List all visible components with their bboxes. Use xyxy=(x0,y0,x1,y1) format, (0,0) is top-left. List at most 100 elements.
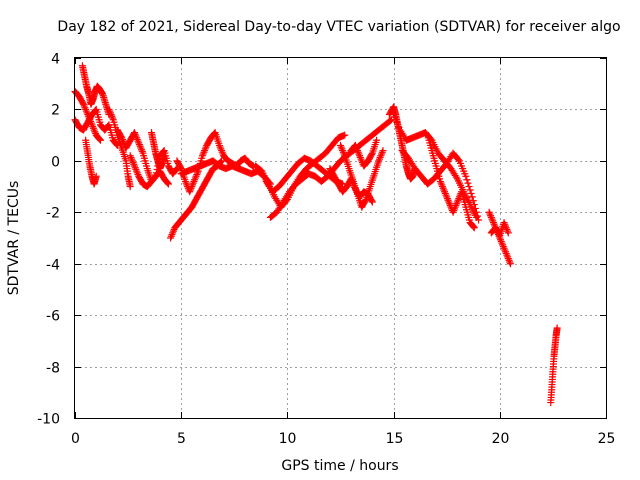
data-point xyxy=(377,152,385,160)
data-point xyxy=(465,183,473,191)
data-point xyxy=(501,248,509,256)
data-point xyxy=(488,215,496,223)
data-point xyxy=(497,236,505,244)
data-point xyxy=(355,150,363,158)
data-point xyxy=(189,181,197,189)
data-point xyxy=(201,147,209,155)
plot-frame xyxy=(74,57,607,419)
data-point xyxy=(136,142,144,150)
data-point xyxy=(135,141,143,149)
data-point xyxy=(169,229,177,237)
series-track-x xyxy=(547,324,561,407)
data-point xyxy=(452,173,460,181)
y-tick-label: -6 xyxy=(46,309,60,325)
y-tick-label: -10 xyxy=(37,412,60,428)
data-point xyxy=(501,220,509,228)
data-point xyxy=(437,179,445,187)
data-point xyxy=(485,208,493,216)
data-point xyxy=(127,153,135,161)
data-point xyxy=(188,183,196,191)
series-track-q xyxy=(347,136,381,170)
series-track-u xyxy=(424,131,478,232)
data-point xyxy=(134,171,142,179)
data-point xyxy=(138,147,146,155)
y-tick-label: 4 xyxy=(51,52,60,68)
data-point xyxy=(487,212,495,220)
data-point xyxy=(215,141,223,149)
data-point xyxy=(446,200,454,208)
data-point xyxy=(133,135,141,143)
data-point xyxy=(438,181,446,189)
data-point xyxy=(86,116,94,124)
data-point xyxy=(130,160,138,168)
data-point xyxy=(130,129,138,137)
data-point xyxy=(467,189,475,197)
data-point xyxy=(452,201,460,209)
data-point xyxy=(90,126,98,134)
data-point xyxy=(438,183,446,191)
data-point xyxy=(340,150,348,158)
data-point xyxy=(126,152,134,160)
data-point xyxy=(469,222,477,230)
data-point xyxy=(187,184,195,192)
data-point xyxy=(375,155,383,163)
x-tick-label: 25 xyxy=(598,431,616,447)
data-point xyxy=(133,169,141,177)
data-point xyxy=(163,178,171,186)
data-point xyxy=(105,105,113,113)
data-point xyxy=(83,109,91,117)
data-point xyxy=(95,135,103,143)
data-point xyxy=(466,186,474,194)
data-point xyxy=(218,157,226,165)
data-point xyxy=(130,162,138,170)
data-point xyxy=(89,124,97,132)
data-point xyxy=(186,188,194,196)
x-tick-label: 10 xyxy=(279,431,297,447)
data-point xyxy=(504,255,512,263)
data-point xyxy=(471,204,479,212)
data-point xyxy=(504,253,512,261)
data-point xyxy=(119,137,127,145)
data-point xyxy=(351,141,359,149)
data-point xyxy=(505,256,513,264)
data-point xyxy=(455,195,463,203)
data-point xyxy=(172,166,180,174)
data-point xyxy=(470,201,478,209)
data-point xyxy=(441,189,449,197)
data-point xyxy=(441,188,449,196)
data-point xyxy=(487,213,495,221)
data-point xyxy=(463,176,471,184)
y-tick-labels: -10 -8 -6 -4 -2 0 2 4 xyxy=(37,52,60,428)
data-point xyxy=(193,171,201,179)
data-point xyxy=(84,111,92,119)
data-point xyxy=(498,239,506,247)
data-point xyxy=(164,179,172,187)
x-tick-label: 0 xyxy=(71,431,80,447)
data-point xyxy=(553,324,561,332)
y-tick-label: 0 xyxy=(51,155,60,171)
data-point xyxy=(473,212,481,220)
y-axis-label: SDTVAR / TECUs xyxy=(6,181,22,296)
data-point xyxy=(462,172,470,180)
data-point xyxy=(373,136,381,144)
data-point xyxy=(356,153,364,161)
data-point xyxy=(107,111,115,119)
data-point xyxy=(504,229,512,237)
data-point xyxy=(82,107,90,115)
series-track-c xyxy=(71,87,104,144)
data-point xyxy=(341,131,349,139)
data-point xyxy=(216,143,224,151)
data-point xyxy=(84,112,92,120)
data-point xyxy=(134,137,142,145)
data-point xyxy=(353,147,361,155)
data-point xyxy=(79,99,87,107)
y-tick-label: -2 xyxy=(46,206,60,222)
data-point xyxy=(88,121,96,129)
data-point xyxy=(368,197,376,205)
data-point xyxy=(129,159,137,167)
data-point xyxy=(172,165,180,173)
data-point xyxy=(128,155,136,163)
axis-ticks xyxy=(75,58,607,419)
data-point xyxy=(352,143,360,151)
